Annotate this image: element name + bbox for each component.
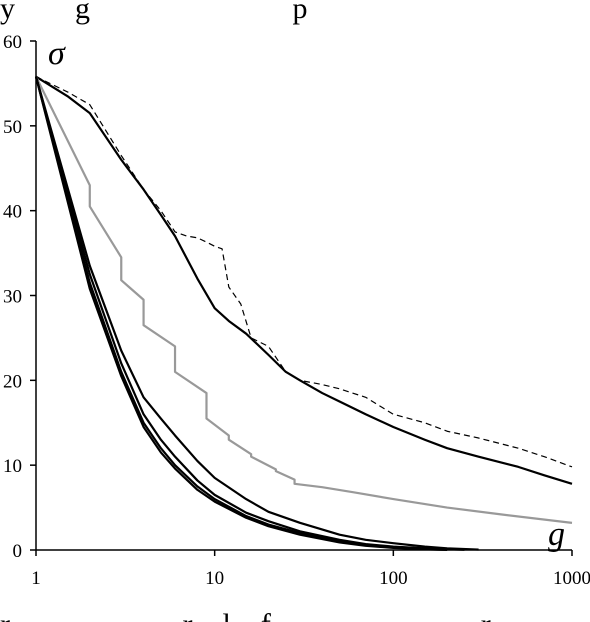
series-line-3 [35, 76, 573, 524]
top-caption-fragment: y g p [0, 0, 308, 25]
y-tick-label: 20 [3, 371, 22, 392]
series-line-1 [35, 76, 573, 468]
series-lines [34, 75, 573, 552]
y-tick-label: 0 [13, 541, 23, 562]
series-line-2 [35, 75, 573, 485]
series-line-4 [34, 76, 479, 551]
y-tick-label: 40 [3, 202, 22, 223]
bottom-caption-fragment: r r l f r [0, 608, 491, 622]
y-tick-label: 10 [3, 456, 22, 477]
y-tick-label: 50 [3, 117, 22, 138]
x-axis-label: g [548, 516, 565, 553]
y-tick-label: 60 [3, 32, 22, 53]
y-tick-label: 30 [3, 287, 22, 308]
axis-ticks: 0 10 20 30 40 50 60 1 10 100 1000 [3, 32, 590, 589]
y-axis-label: σ [48, 35, 66, 72]
series-line-7 [34, 76, 448, 552]
x-tick-label: 10 [205, 568, 224, 589]
x-tick-label: 100 [379, 568, 408, 589]
x-tick-label: 1 [31, 568, 41, 589]
axes [35, 41, 572, 551]
x-tick-label: 1000 [553, 568, 590, 589]
